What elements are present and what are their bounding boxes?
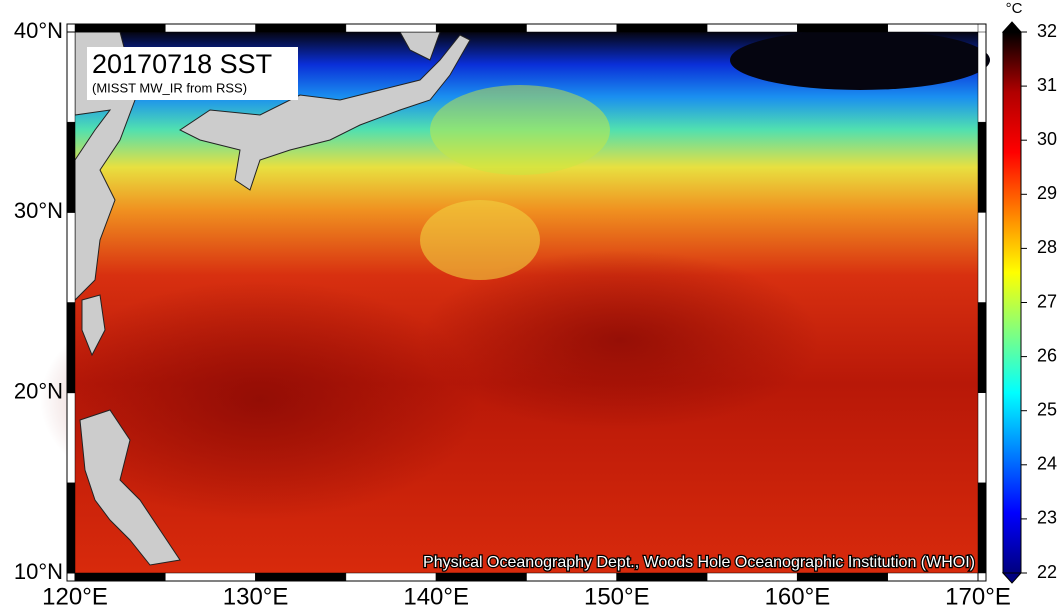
y-tick-label: 10°N xyxy=(14,559,63,584)
x-tick-label: 170°E xyxy=(945,583,1011,610)
frame-segment xyxy=(977,302,987,393)
frame-segment xyxy=(66,482,76,574)
credit: Physical Oceanography Dept., Woods Hole … xyxy=(423,554,975,571)
frame-segment xyxy=(706,572,798,582)
frame-segment xyxy=(977,482,987,574)
colorbar-tick-label: 30 xyxy=(1037,129,1057,149)
frame-segment xyxy=(435,23,527,33)
frame-segment xyxy=(887,23,979,33)
colorbar-unit: °C xyxy=(1006,0,1023,17)
frame-segment xyxy=(255,23,347,33)
colorbar-tick-label: 29 xyxy=(1037,183,1057,203)
colorbar: 22 23 24 25 26 27 28 29 30 31 32 xyxy=(1001,21,1057,584)
colorbar-arrow-top xyxy=(1001,21,1023,33)
title-box xyxy=(87,47,298,100)
frame-segment xyxy=(526,572,618,582)
frame-segment xyxy=(616,23,708,33)
colorbar-tick-label: 28 xyxy=(1037,237,1057,257)
frame-segment xyxy=(345,572,437,582)
frame-segment xyxy=(706,23,798,33)
frame-segment xyxy=(977,31,987,123)
frame-segment xyxy=(74,23,166,33)
frame-segment xyxy=(977,392,987,484)
x-tick-label: 140°E xyxy=(403,583,469,610)
frame-segment xyxy=(165,23,256,33)
title: 20170718 SST xyxy=(92,49,272,79)
frame-segment xyxy=(66,212,76,303)
colorbar-tick-label: 23 xyxy=(1037,508,1057,528)
x-tick-label: 120°E xyxy=(42,583,108,610)
frame-segment xyxy=(977,212,987,303)
frame-segment xyxy=(66,31,76,123)
frame-segment xyxy=(74,572,166,582)
colorbar-tick-label: 31 xyxy=(1037,75,1057,95)
x-tick-label: 130°E xyxy=(223,583,289,610)
frame-segment xyxy=(797,572,888,582)
colorbar-tick-label: 26 xyxy=(1037,345,1057,365)
y-tick-label: 20°N xyxy=(14,378,63,403)
colorbar-tick-label: 24 xyxy=(1037,454,1057,474)
frame-segment xyxy=(66,302,76,393)
y-tick-label: 40°N xyxy=(14,18,63,43)
colorbar-tick-label: 27 xyxy=(1037,291,1057,311)
sst-field xyxy=(40,30,990,573)
frame-segment xyxy=(887,572,979,582)
colorbar-arrow-bottom xyxy=(1001,572,1023,584)
frame-segment xyxy=(165,572,256,582)
frame-outline xyxy=(66,23,987,582)
frame-segment xyxy=(797,23,888,33)
frame-segment xyxy=(435,572,527,582)
colorbar-body xyxy=(1002,31,1022,574)
x-tick-label: 150°E xyxy=(584,583,650,610)
frame-segment xyxy=(616,572,708,582)
frame-segment xyxy=(66,392,76,484)
x-tick-label: 160°E xyxy=(765,583,831,610)
colorbar-tick-label: 32 xyxy=(1037,21,1057,41)
colorbar-tick-label: 22 xyxy=(1037,562,1057,582)
map-frame: 120°E 130°E 140°E 150°E 160°E 170°E 10°N 20°N 30… xyxy=(14,18,1011,610)
frame-segment xyxy=(345,23,437,33)
frame-segment xyxy=(66,121,76,213)
frame-segment xyxy=(526,23,618,33)
colorbar-tick-label: 25 xyxy=(1037,399,1057,419)
frame-segment xyxy=(977,121,987,213)
y-tick-label: 30°N xyxy=(14,198,63,223)
subtitle: (MISST MW_IR from RSS) xyxy=(92,80,247,95)
frame-segment xyxy=(255,572,347,582)
